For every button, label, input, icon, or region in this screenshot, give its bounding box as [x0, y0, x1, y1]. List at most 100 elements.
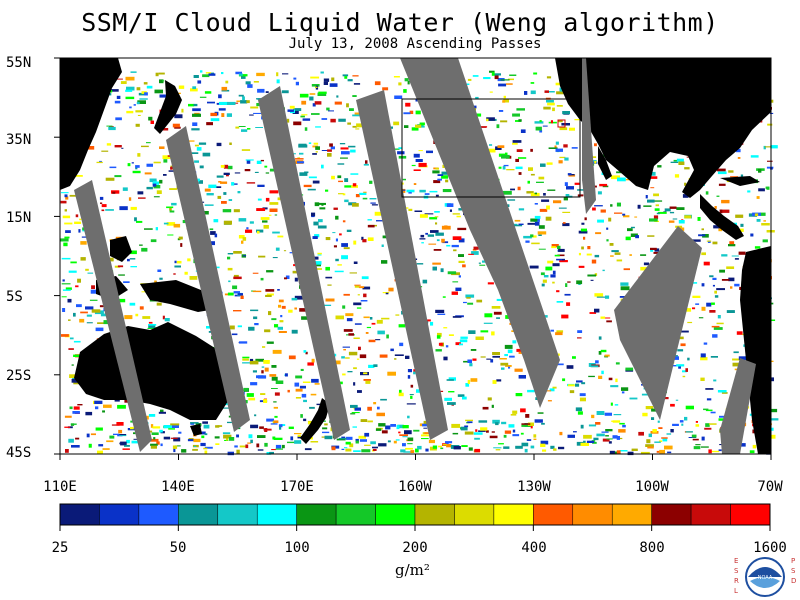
cloud-water-cell [330, 146, 335, 150]
cloud-water-cell [658, 211, 667, 214]
cloud-water-cell [610, 385, 619, 388]
cloud-water-cell [248, 326, 255, 331]
cloud-water-cell [374, 211, 382, 216]
cloud-water-cell [264, 442, 268, 447]
cloud-water-cell [530, 445, 535, 449]
cloud-water-cell [700, 353, 706, 358]
cloud-water-cell [246, 100, 250, 104]
cloud-water-cell [444, 225, 448, 227]
cloud-water-cell [468, 330, 476, 334]
cloud-water-cell [493, 73, 501, 76]
cloud-water-cell [345, 357, 350, 359]
cloud-water-cell [700, 357, 708, 361]
cloud-water-cell [678, 365, 681, 369]
cloud-water-cell [266, 361, 269, 364]
cloud-water-cell [432, 266, 437, 271]
cloud-water-cell [125, 96, 135, 100]
cloud-water-cell [566, 302, 571, 306]
cloud-water-cell [399, 389, 402, 394]
colorbar-units: g/m² [395, 561, 430, 579]
cloud-water-cell [738, 251, 746, 255]
cloud-water-cell [292, 270, 298, 274]
cloud-water-cell [130, 426, 134, 430]
cloud-water-cell [69, 374, 79, 378]
cloud-water-cell [651, 417, 655, 420]
cloud-water-cell [490, 359, 494, 363]
cloud-water-cell [256, 72, 265, 77]
cloud-water-cell [363, 316, 370, 319]
cloud-water-cell [583, 434, 592, 439]
x-tick-label: 110E [43, 479, 77, 495]
cloud-water-cell [188, 103, 195, 107]
cloud-water-cell [749, 450, 755, 454]
cloud-water-cell [483, 77, 491, 80]
cloud-water-cell [670, 161, 679, 163]
cloud-water-cell [577, 337, 582, 339]
cloud-water-cell [247, 128, 251, 130]
cloud-water-cell [610, 204, 613, 207]
cloud-water-cell [610, 402, 613, 406]
chart-title: SSM/I Cloud Liquid Water (Weng algorithm… [81, 8, 719, 37]
cloud-water-cell [336, 95, 339, 98]
cloud-water-cell [521, 423, 531, 425]
cloud-water-cell [269, 374, 277, 377]
cloud-water-cell [241, 240, 244, 244]
cloud-water-cell [219, 101, 228, 105]
cloud-water-cell [587, 274, 597, 277]
cloud-water-cell [555, 148, 563, 152]
cloud-water-cell [551, 246, 556, 249]
cloud-water-cell [259, 426, 264, 429]
cloud-water-cell [362, 286, 371, 290]
cloud-water-cell [369, 180, 373, 184]
cloud-water-cell [263, 225, 269, 229]
cloud-water-cell [441, 238, 445, 243]
cloud-water-cell [246, 182, 256, 184]
cloud-water-cell [341, 151, 350, 155]
cloud-water-cell [86, 322, 93, 324]
cloud-water-cell [502, 190, 512, 195]
cloud-water-cell [281, 444, 285, 449]
cloud-water-cell [445, 345, 449, 348]
cloud-water-cell [442, 189, 452, 193]
cloud-water-cell [280, 424, 286, 426]
cloud-water-cell [443, 327, 448, 329]
cloud-water-cell [76, 304, 82, 308]
cloud-water-cell [703, 342, 708, 345]
cloud-water-cell [574, 182, 580, 185]
cloud-water-cell [682, 370, 687, 373]
cloud-water-cell [294, 440, 302, 444]
cloud-water-cell [354, 112, 361, 116]
cloud-water-cell [432, 262, 441, 265]
cloud-water-cell [301, 100, 307, 105]
cloud-water-cell [225, 80, 229, 84]
cloud-water-cell [294, 307, 297, 310]
cloud-water-cell [228, 280, 231, 283]
cloud-water-cell [600, 316, 606, 319]
x-tick-label: 70W [757, 479, 783, 495]
cloud-water-cell [527, 389, 535, 393]
cloud-water-cell [130, 250, 137, 255]
cloud-water-cell [119, 434, 127, 437]
cloud-water-cell [549, 388, 555, 392]
cloud-water-cell [167, 234, 174, 236]
cloud-water-cell [506, 169, 515, 171]
cloud-water-cell [495, 422, 499, 426]
cloud-water-cell [130, 71, 137, 73]
cloud-water-cell [294, 382, 300, 387]
cloud-water-cell [162, 155, 171, 159]
cloud-water-cell [462, 396, 467, 400]
cloud-water-cell [347, 79, 353, 82]
cloud-water-cell [438, 445, 442, 448]
cloud-water-cell [400, 449, 406, 453]
cloud-water-cell [413, 169, 421, 171]
cloud-water-cell [210, 112, 217, 117]
cloud-water-cell [598, 351, 602, 355]
cloud-water-cell [475, 429, 478, 432]
cloud-water-cell [160, 409, 164, 412]
cloud-water-cell [286, 118, 290, 123]
cloud-water-cell [604, 317, 611, 319]
cloud-water-cell [143, 82, 148, 85]
cloud-water-cell [650, 249, 654, 252]
region-box [401, 98, 581, 198]
cloud-water-cell [452, 432, 459, 435]
